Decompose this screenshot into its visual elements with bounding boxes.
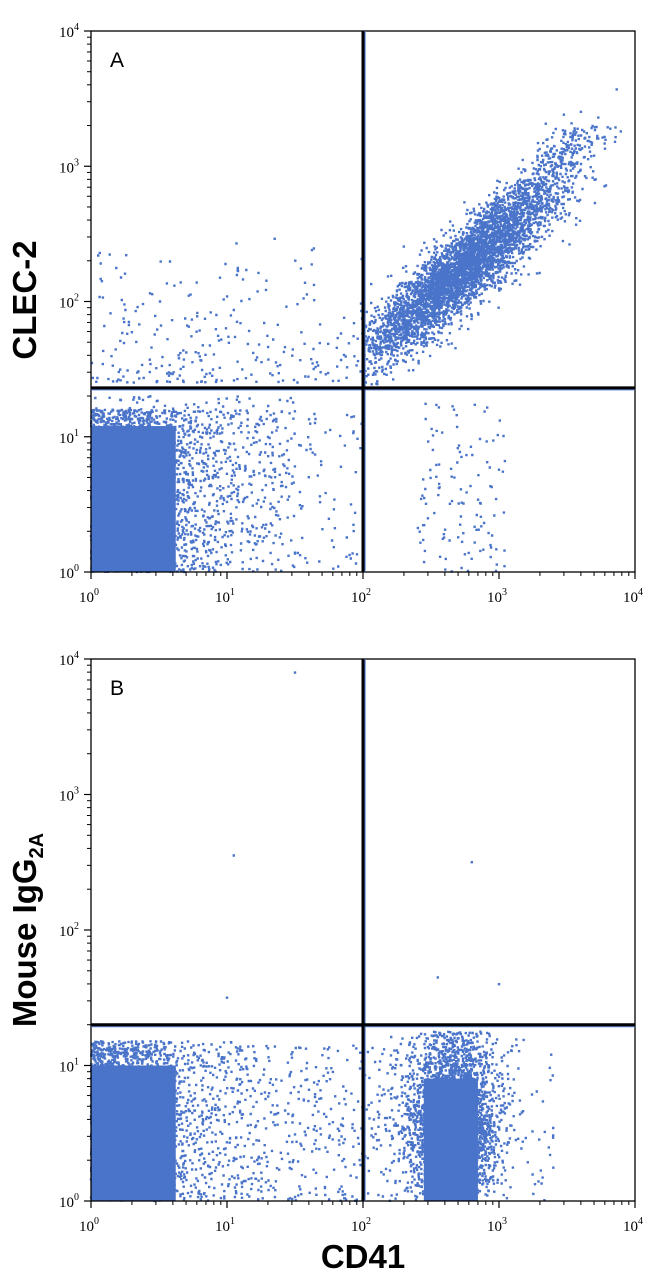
y-tick-label-exponent: 3: [74, 157, 79, 168]
y-tick-label: 100: [59, 563, 79, 582]
panel-a-label: A: [110, 49, 124, 72]
x-tick-label: 104: [623, 1216, 643, 1235]
panel-b-y-axis-title-subscript: 2A: [26, 833, 48, 859]
x-tick-label: 100: [79, 1216, 99, 1235]
y-tick-label: 101: [59, 1057, 79, 1076]
panel-a-y-axis-title: CLEC-2: [6, 240, 43, 359]
event-dots: [89, 88, 623, 574]
y-tick-label: 102: [59, 921, 79, 940]
panel-b-scatter-points: [89, 671, 555, 1203]
y-tick-label: 103: [59, 786, 79, 805]
y-tick-label-base: 10: [59, 1060, 74, 1076]
y-tick-label-exponent: 3: [74, 786, 79, 797]
x-tick-label-exponent: 1: [230, 587, 235, 598]
x-tick-label-base: 10: [351, 590, 366, 606]
panel-b-y-axis-title: Mouse IgG2A: [6, 833, 48, 1027]
panel-b-x-axis-title: CD41: [321, 1238, 405, 1275]
y-tick-label-base: 10: [59, 566, 74, 582]
x-tick-label: 101: [215, 1216, 235, 1235]
panel-a-scatter-points: [89, 88, 623, 574]
y-tick-label-exponent: 2: [74, 921, 79, 932]
x-tick-label-exponent: 1: [230, 1216, 235, 1227]
y-tick-label-base: 10: [59, 431, 74, 447]
y-tick-label-exponent: 4: [74, 650, 79, 661]
x-tick-label-exponent: 0: [94, 587, 99, 598]
x-tick-label-exponent: 0: [94, 1216, 99, 1227]
x-tick-label-exponent: 3: [502, 1216, 507, 1227]
y-tick-label: 101: [59, 428, 79, 447]
x-tick-label: 100: [79, 587, 99, 606]
x-tick-label-base: 10: [487, 1219, 502, 1235]
y-tick-label-base: 10: [59, 1195, 74, 1211]
y-tick-label-exponent: 0: [74, 563, 79, 574]
y-tick-label-exponent: 0: [74, 1192, 79, 1203]
x-tick-label-exponent: 2: [366, 587, 371, 598]
x-tick-label-base: 10: [623, 590, 638, 606]
x-tick-label-exponent: 2: [366, 1216, 371, 1227]
x-tick-label: 101: [215, 587, 235, 606]
x-tick-label-base: 10: [215, 590, 230, 606]
x-tick-label-base: 10: [623, 1219, 638, 1235]
y-tick-label-base: 10: [59, 789, 74, 805]
x-tick-label-base: 10: [215, 1219, 230, 1235]
x-tick-label: 103: [487, 1216, 507, 1235]
x-tick-label-base: 10: [79, 1219, 94, 1235]
y-tick-label-base: 10: [59, 924, 74, 940]
x-tick-label-exponent: 4: [638, 1216, 643, 1227]
x-tick-label-base: 10: [487, 590, 502, 606]
x-tick-label: 103: [487, 587, 507, 606]
y-tick-label-exponent: 1: [74, 428, 79, 439]
x-tick-label-exponent: 3: [502, 587, 507, 598]
x-tick-label-exponent: 4: [638, 587, 643, 598]
x-tick-label-base: 10: [79, 590, 94, 606]
y-tick-label-base: 10: [59, 25, 74, 41]
panel-b-label: B: [110, 677, 124, 700]
y-tick-label-exponent: 2: [74, 293, 79, 304]
x-tick-label: 102: [351, 1216, 371, 1235]
y-tick-label-exponent: 1: [74, 1057, 79, 1068]
y-tick-label: 104: [59, 650, 79, 669]
panel-b-y-axis-title-main: Mouse IgG: [6, 858, 43, 1027]
y-tick-label: 102: [59, 293, 79, 312]
x-tick-label: 104: [623, 587, 643, 606]
y-tick-label: 100: [59, 1192, 79, 1211]
y-tick-label: 104: [59, 22, 79, 41]
x-tick-label-base: 10: [351, 1219, 366, 1235]
y-tick-label-exponent: 4: [74, 22, 79, 33]
y-tick-label-base: 10: [59, 160, 74, 176]
y-tick-label-base: 10: [59, 296, 74, 312]
y-tick-label-base: 10: [59, 653, 74, 669]
y-tick-label: 103: [59, 157, 79, 176]
x-tick-label: 102: [351, 587, 371, 606]
